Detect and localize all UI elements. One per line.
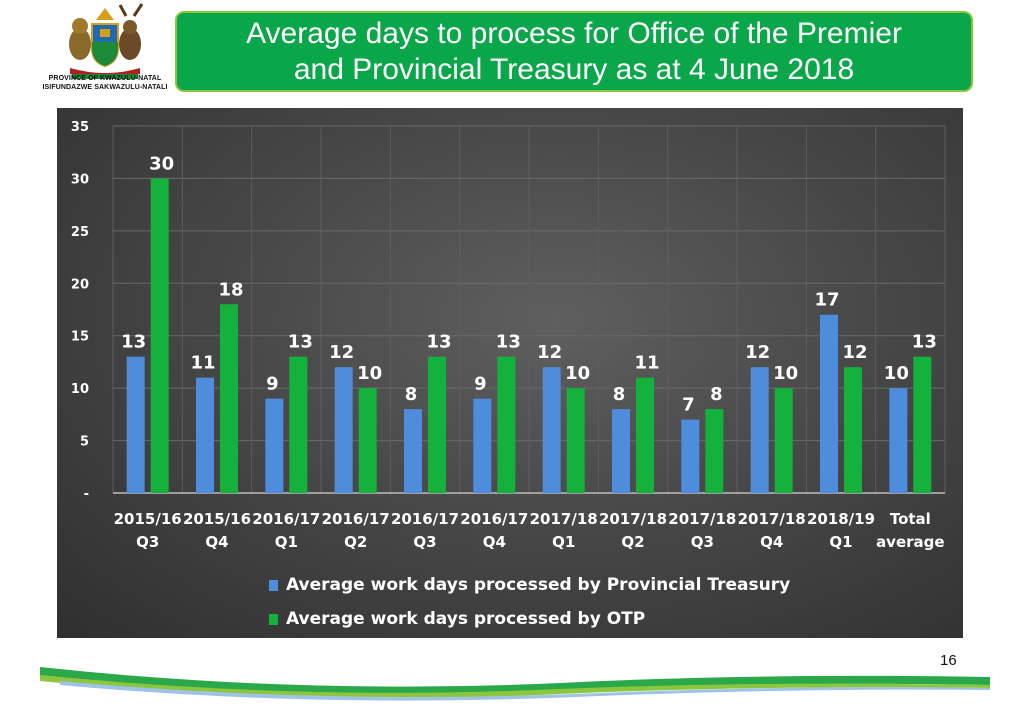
x-tick-label: Q3 [691, 533, 714, 551]
x-tick-label: 2016/17 [460, 510, 528, 528]
bar-treasury [681, 419, 700, 493]
x-tick-label: 2017/18 [738, 510, 806, 528]
data-label: 30 [149, 153, 174, 174]
title-banner: Average days to process for Office of th… [175, 11, 973, 92]
x-tick-label: Q4 [760, 533, 783, 551]
bar-otp [150, 178, 169, 493]
chart-panel: - 5 10 15 20 25 30 35 13 30 2015/16 Q3 11 18 2015/16 Q4… [57, 108, 963, 638]
bar-otp [913, 356, 932, 493]
data-label: 10 [357, 363, 382, 384]
legend-swatch-treasury [269, 579, 278, 591]
data-label: 10 [565, 363, 590, 384]
page-title-line2: and Provincial Treasury as at 4 June 201… [293, 52, 855, 86]
logo-caption-line1: PROVINCE OF KWAZULU-NATAL [48, 75, 162, 82]
bar-treasury [750, 367, 769, 493]
chart-legend: Average work days processed by Provincia… [269, 568, 790, 636]
coat-of-arms-logo [69, 3, 144, 79]
bar-otp [844, 367, 862, 493]
data-label: 8 [405, 384, 418, 405]
data-label: 12 [842, 342, 867, 363]
legend-item-treasury: Average work days processed by Provincia… [269, 568, 790, 602]
bar-treasury [889, 388, 908, 493]
legend-swatch-otp [269, 613, 278, 625]
x-tick-label: Q4 [205, 533, 228, 551]
x-tick-label: 2016/17 [391, 510, 459, 528]
legend-label-treasury: Average work days processed by Provincia… [286, 575, 791, 595]
bar-otp [497, 356, 516, 493]
bar-treasury [334, 367, 353, 493]
bar-treasury [542, 367, 561, 493]
data-label: 12 [745, 342, 770, 363]
bar-otp [705, 409, 724, 493]
bar-treasury [473, 398, 492, 493]
bar-otp [289, 356, 308, 493]
data-label: 17 [814, 290, 839, 311]
bar-treasury [612, 409, 630, 493]
data-label: 12 [329, 342, 354, 363]
bar-otp [566, 388, 585, 493]
x-tick-label: Q2 [621, 533, 644, 551]
data-label: 18 [218, 279, 243, 300]
data-label: 13 [912, 332, 937, 353]
x-tick-label: average [876, 533, 945, 551]
data-label: 9 [474, 374, 487, 395]
bar-otp [774, 388, 793, 493]
y-tick-label: 5 [80, 435, 89, 450]
x-tick-label: 2017/18 [599, 510, 667, 528]
x-tick-label: Q1 [275, 533, 298, 551]
y-tick-label: 10 [71, 382, 89, 397]
data-label: 8 [613, 384, 626, 405]
page-title-line1: Average days to process for Office of th… [246, 16, 902, 50]
y-tick-label: 15 [71, 330, 89, 345]
data-label: 7 [682, 395, 695, 416]
bar-treasury [820, 314, 838, 493]
data-label: 8 [710, 384, 723, 405]
data-label: 9 [266, 374, 279, 395]
data-label: 12 [537, 342, 562, 363]
data-label: 10 [773, 363, 798, 384]
bar-otp [428, 356, 446, 493]
x-tick-label: Q3 [413, 533, 436, 551]
x-tick-label: 2016/17 [252, 510, 320, 528]
x-tick-label: Q1 [552, 533, 575, 551]
bar-treasury [196, 377, 214, 493]
bar-otp [220, 304, 238, 493]
legend-item-otp: Average work days processed by OTP [269, 602, 790, 636]
y-tick-label: 30 [71, 172, 89, 187]
x-tick-label: Q3 [136, 533, 159, 551]
y-tick-label: 25 [71, 225, 89, 240]
data-label: 11 [190, 353, 215, 374]
x-tick-label: 2018/19 [807, 510, 875, 528]
x-tick-label: Q2 [344, 533, 367, 551]
bar-otp [358, 388, 377, 493]
legend-label-otp: Average work days processed by OTP [286, 609, 646, 629]
x-tick-label: Total [890, 510, 931, 528]
bar-treasury [126, 356, 145, 493]
bar-chart: - 5 10 15 20 25 30 35 13 30 2015/16 Q3 11 18 2015/16 Q4… [71, 120, 946, 551]
data-label: 13 [496, 332, 521, 353]
data-label: 13 [288, 332, 313, 353]
bar-treasury [265, 398, 284, 493]
y-tick-label: 35 [71, 120, 89, 135]
x-tick-label: 2017/18 [530, 510, 598, 528]
bar-treasury [404, 409, 422, 493]
x-tick-label: 2017/18 [668, 510, 736, 528]
logo-caption-line2: ISIFUNDAZWE SAKWAZULU-NATALI [42, 84, 168, 91]
data-label: 10 [884, 363, 909, 384]
data-label: 13 [426, 332, 451, 353]
x-tick-label: 2015/16 [183, 510, 251, 528]
x-tick-label: 2015/16 [114, 510, 182, 528]
bar-otp [636, 377, 654, 493]
page-number: 16 [940, 652, 957, 669]
x-tick-label: 2016/17 [322, 510, 390, 528]
data-label: 11 [634, 353, 659, 374]
data-label: 13 [121, 332, 146, 353]
y-tick-label: 20 [71, 277, 89, 292]
x-tick-label: Q4 [483, 533, 506, 551]
y-tick-label: - [84, 487, 89, 502]
x-tick-label: Q1 [829, 533, 852, 551]
footer-swoosh [40, 667, 990, 701]
